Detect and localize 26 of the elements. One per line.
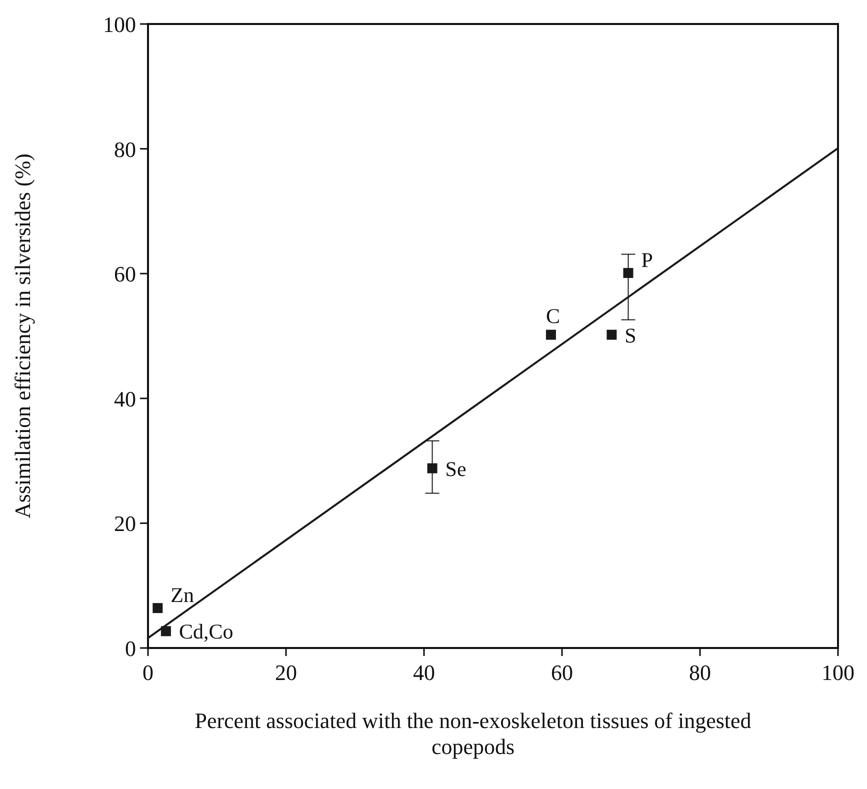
point	[160, 626, 171, 636]
annotation: Se	[445, 456, 466, 481]
y-tick-label: 80	[114, 136, 136, 162]
annotation: P	[641, 248, 653, 272]
y-tick-label: 20	[114, 511, 136, 536]
y-tick-label: 40	[114, 386, 136, 412]
x-axis-title: Percent associated with the non-exoskeleton tissues of ingested copepods	[194, 708, 752, 759]
annotation: S	[624, 323, 636, 348]
point	[152, 603, 163, 614]
point	[546, 330, 556, 340]
y-axis-title: Assimilation efficiency in silversides (%)	[10, 154, 35, 518]
y-tick-label: 60	[114, 262, 136, 287]
x-tick-label: 100	[822, 660, 854, 685]
x-tick-label: 80	[689, 660, 711, 685]
y-tick-label: 0	[125, 636, 136, 661]
point	[427, 463, 438, 474]
y-tick-label: 100	[103, 12, 136, 37]
x-tick-label: 20	[275, 660, 297, 685]
annotation: Cd,Co	[178, 620, 234, 644]
point	[606, 330, 617, 340]
annotation: C	[546, 304, 560, 328]
annotation: Zn	[170, 583, 194, 608]
x-tick-label: 40	[413, 660, 435, 685]
point	[623, 268, 634, 278]
x-tick-label: 0	[142, 660, 154, 685]
x-tick-label: 60	[551, 660, 573, 685]
